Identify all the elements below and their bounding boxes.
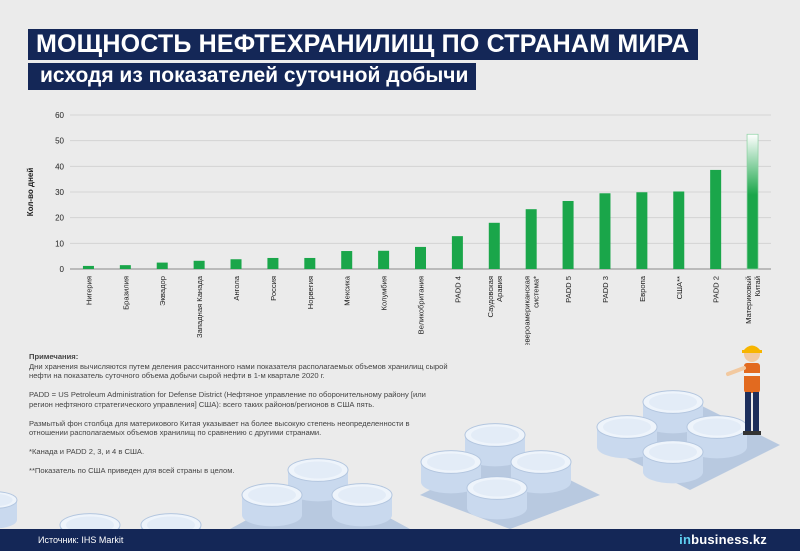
- storage-tank-icon: [642, 440, 704, 484]
- x-tick-label: PADD 4: [453, 276, 462, 303]
- bar: [119, 265, 131, 269]
- brand-logo: inbusiness.kz: [679, 532, 767, 547]
- x-tick-label: Североамериканскаясистема*: [523, 276, 541, 345]
- storage-tank-icon: [466, 476, 528, 520]
- source-label: Источник: IHS Markit: [38, 535, 124, 545]
- note-5: **Показатель по США приведен для всей ст…: [29, 466, 235, 476]
- note-3: Размытый фон столбца для материкового Ки…: [29, 418, 410, 438]
- x-tick-label: Эквадор: [158, 276, 167, 306]
- storage-tank-icon: [420, 450, 482, 494]
- x-tick-label: PADD 2: [712, 276, 721, 303]
- page-subtitle: исходя из показателей суточной добычи: [28, 63, 477, 90]
- bar: [82, 265, 94, 269]
- storage-tank-icon: [0, 491, 18, 529]
- bar: [746, 133, 759, 270]
- brand-logo-in: in: [679, 532, 692, 547]
- x-tick-label: Колумбия: [380, 276, 389, 310]
- x-tick-label: Европа: [638, 275, 647, 302]
- x-tick-label: Бразилия: [121, 276, 130, 310]
- x-tick-label: СаудовскаяАравия: [486, 276, 504, 317]
- y-tick-label: 0: [60, 265, 65, 274]
- x-tick-label: Россия: [269, 276, 278, 301]
- worker-illustration: [726, 345, 762, 435]
- y-tick-label: 10: [55, 239, 64, 248]
- notes-heading: Примечания:: [29, 352, 79, 361]
- storage-tank-icon: [59, 513, 121, 530]
- x-tick-label: МатериковыйКитай: [744, 276, 762, 324]
- storage-tank-icon: [241, 483, 303, 527]
- y-axis-label: Кол-во дней: [26, 168, 35, 217]
- bar: [525, 209, 537, 269]
- brand-logo-rest: business.kz: [691, 532, 767, 547]
- bar-chart: 0 10 20 30 40 50 60 Кол-во дней Нигерия Бразилия Э…: [26, 111, 771, 345]
- storage-tank-icon: [140, 513, 202, 530]
- bar: [488, 222, 500, 269]
- x-tick-label: PADD 5: [564, 276, 573, 303]
- y-tick-label: 30: [55, 188, 64, 197]
- bar: [451, 236, 463, 269]
- y-tick-label: 20: [55, 214, 64, 223]
- x-tick-label: PADD 3: [601, 276, 610, 303]
- bar: [304, 257, 316, 269]
- bar: [673, 191, 685, 269]
- bar: [562, 200, 574, 269]
- y-tick-label: 60: [55, 111, 64, 120]
- bar: [599, 193, 611, 269]
- note-2: PADD = US Petroleum Administration for D…: [29, 390, 426, 409]
- bar: [230, 259, 242, 269]
- bar: [193, 260, 205, 269]
- x-tick-label: Норвегия: [306, 276, 315, 309]
- x-tick-label: Западная Канада: [195, 275, 204, 338]
- footer-bar: Источник: IHS Markit inbusiness.kz: [0, 529, 800, 551]
- note-1: Дни хранения вычисляются путем деления р…: [29, 361, 448, 381]
- note-4: *Канада и PADD 2, 3, и 4 в США.: [29, 447, 145, 457]
- bar: [156, 262, 168, 269]
- bar: [415, 246, 426, 269]
- y-tick-label: 40: [55, 162, 64, 171]
- bar: [710, 169, 722, 269]
- x-tick-label: Ангола: [232, 275, 241, 300]
- x-tick-label: Мексика: [343, 275, 352, 306]
- bar: [636, 192, 648, 269]
- storage-tanks-illustration: [0, 390, 780, 530]
- x-tick-label: Великобритания: [417, 276, 426, 334]
- bar: [378, 250, 390, 269]
- storage-tank-icon: [596, 415, 658, 459]
- x-tick-label: Нигерия: [84, 276, 93, 305]
- x-tick-label: США**: [675, 276, 684, 299]
- bar: [341, 251, 353, 269]
- notes-block: Примечания: Дни хранения вычисляются пут…: [29, 352, 449, 485]
- bar: [267, 257, 279, 269]
- y-tick-label: 50: [55, 137, 64, 146]
- storage-tank-icon: [331, 483, 393, 527]
- storage-tank-icon: [287, 458, 349, 502]
- page-title: МОЩНОСТЬ НЕФТЕХРАНИЛИЩ ПО СТРАНАМ МИРА: [28, 29, 698, 60]
